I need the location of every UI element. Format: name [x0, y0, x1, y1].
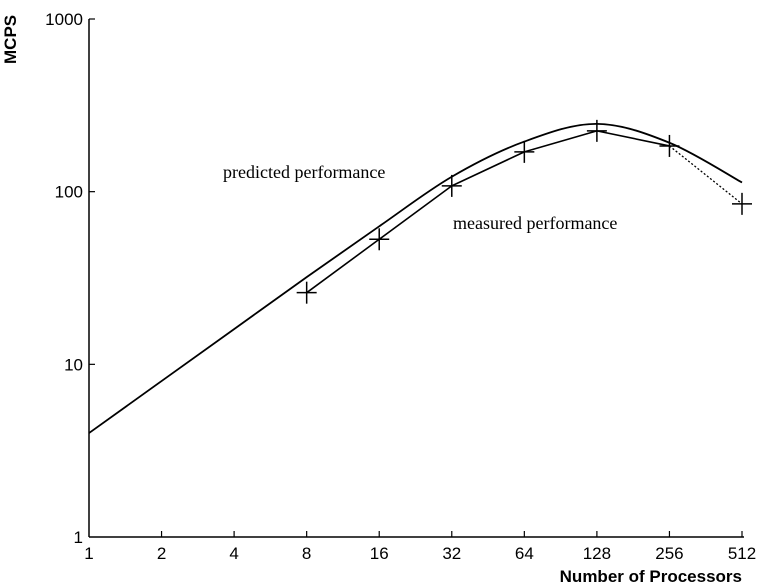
y-axis-title: MCPS — [1, 15, 20, 64]
measured-point-marker — [441, 174, 462, 197]
measured-point-marker — [659, 134, 680, 157]
series-measured-segment — [451, 151, 525, 187]
x-tick-label: 16 — [370, 544, 389, 563]
x-tick-label: 256 — [655, 544, 683, 563]
x-tick-label: 4 — [229, 544, 238, 563]
measured-point-marker — [732, 192, 752, 215]
x-tick-label: 32 — [442, 544, 461, 563]
annotation-predicted: predicted performance — [223, 162, 385, 182]
axes: 1 2 4 8 16 32 64 128 256 512 1 10 100 1000 — [45, 10, 756, 563]
x-tick-label: 2 — [157, 544, 166, 563]
x-tick-label: 1 — [84, 544, 93, 563]
series-measured-segment — [524, 130, 598, 153]
measured-point-marker — [369, 228, 390, 251]
x-tick-label: 512 — [728, 544, 756, 563]
x-tick-label: 8 — [302, 544, 311, 563]
annotation-measured: measured performance — [453, 213, 617, 233]
measured-point-marker — [296, 281, 317, 304]
series-measured-segment — [306, 238, 380, 294]
y-tick-label: 100 — [55, 183, 83, 202]
series-measured-segment — [378, 185, 453, 240]
x-tick-label: 128 — [583, 544, 611, 563]
measured-point-marker — [514, 140, 535, 163]
y-tick-label: 1000 — [45, 10, 83, 29]
x-axis-title: Number of Processors — [560, 567, 742, 586]
x-tick-label: 64 — [515, 544, 534, 563]
y-tick-label: 1 — [74, 528, 83, 547]
plot-area — [88, 119, 752, 434]
series-predicted-line — [88, 122, 743, 434]
y-tick-label: 10 — [64, 355, 83, 374]
series-measured-dotted-segment — [669, 145, 743, 205]
series-measured-segment — [596, 130, 670, 147]
measured-point-marker — [586, 119, 607, 142]
